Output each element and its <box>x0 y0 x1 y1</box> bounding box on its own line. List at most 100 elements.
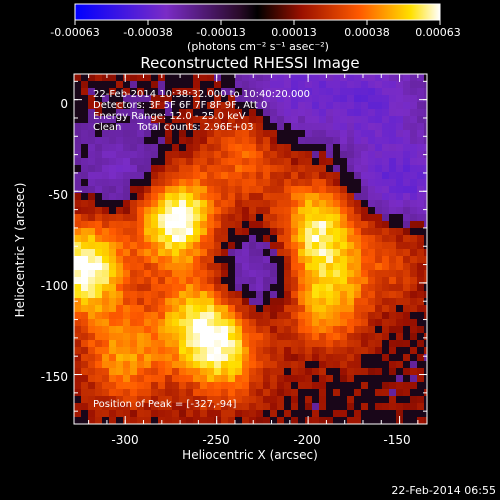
heatmap-cell <box>375 214 383 222</box>
heatmap-cell <box>368 354 376 362</box>
heatmap-cell <box>242 263 250 271</box>
heatmap-cell <box>256 298 264 306</box>
heatmap-cell <box>74 130 82 138</box>
heatmap-cell <box>382 242 390 250</box>
heatmap-cell <box>410 81 418 89</box>
heatmap-cell <box>277 144 285 152</box>
heatmap-cell <box>417 284 425 292</box>
heatmap-cell <box>263 88 271 96</box>
heatmap-cell <box>333 228 341 236</box>
heatmap-cell <box>116 347 124 355</box>
heatmap-cell <box>109 326 117 334</box>
heatmap-cell <box>193 102 201 110</box>
heatmap-cell <box>165 95 173 103</box>
heatmap-cell <box>410 123 418 131</box>
heatmap-cell <box>88 403 96 411</box>
heatmap-cell <box>74 319 82 327</box>
heatmap-cell <box>179 333 187 341</box>
heatmap-cell <box>179 256 187 264</box>
heatmap-cell <box>137 200 145 208</box>
heatmap-cell <box>235 361 243 369</box>
y-axis-label: Heliocentric Y (arcsec) <box>13 183 27 318</box>
heatmap-cell <box>291 417 299 425</box>
heatmap-cell <box>179 368 187 376</box>
heatmap-cell <box>81 340 89 348</box>
heatmap-cell <box>263 144 271 152</box>
heatmap-cell <box>284 179 292 187</box>
heatmap-cell <box>172 186 180 194</box>
heatmap-cell <box>319 277 327 285</box>
heatmap-cell <box>151 319 159 327</box>
heatmap-cell <box>291 396 299 404</box>
heatmap-cell <box>263 417 271 425</box>
heatmap-cell <box>123 263 131 271</box>
heatmap-cell <box>256 109 264 117</box>
heatmap-cell <box>242 417 250 425</box>
heatmap-cell <box>312 382 320 390</box>
heatmap-cell <box>214 410 222 418</box>
heatmap-cell <box>193 179 201 187</box>
heatmap-cell <box>221 298 229 306</box>
heatmap-cell <box>130 277 138 285</box>
heatmap-cell <box>207 312 215 320</box>
heatmap-cell <box>235 137 243 145</box>
heatmap-cell <box>417 256 425 264</box>
heatmap-cell <box>179 277 187 285</box>
heatmap-cell <box>326 186 334 194</box>
heatmap-cell <box>130 242 138 250</box>
heatmap-cell <box>186 417 194 425</box>
heatmap-cell <box>109 368 117 376</box>
heatmap-cell <box>270 193 278 201</box>
heatmap-cell <box>389 179 397 187</box>
heatmap-cell <box>207 81 215 89</box>
heatmap-cell <box>74 95 82 103</box>
heatmap-cell <box>389 256 397 264</box>
heatmap-cell <box>95 235 103 243</box>
heatmap-cell <box>123 319 131 327</box>
heatmap-cell <box>81 333 89 341</box>
heatmap-cell <box>235 102 243 110</box>
heatmap-cell <box>249 333 257 341</box>
heatmap-cell <box>333 375 341 383</box>
heatmap-cell <box>151 144 159 152</box>
heatmap-cell <box>186 242 194 250</box>
heatmap-cell <box>165 256 173 264</box>
heatmap-cell <box>235 116 243 124</box>
heatmap-cell <box>172 403 180 411</box>
heatmap-cell <box>270 200 278 208</box>
heatmap-cell <box>242 312 250 320</box>
heatmap-cell <box>172 193 180 201</box>
heatmap-cell <box>242 389 250 397</box>
heatmap-cell <box>347 200 355 208</box>
heatmap-cell <box>116 235 124 243</box>
heatmap-cell <box>179 95 187 103</box>
heatmap-cell <box>95 410 103 418</box>
heatmap-cell <box>74 340 82 348</box>
heatmap-cell <box>277 396 285 404</box>
heatmap-cell <box>179 116 187 124</box>
heatmap-cell <box>186 137 194 145</box>
heatmap-cell <box>424 277 428 285</box>
heatmap-cell <box>200 151 208 159</box>
heatmap-cell <box>256 305 264 313</box>
heatmap-cell <box>81 158 89 166</box>
heatmap-cell <box>389 410 397 418</box>
heatmap-cell <box>389 200 397 208</box>
heatmap-cell <box>424 305 428 313</box>
heatmap-cell <box>396 277 404 285</box>
heatmap-cell <box>123 354 131 362</box>
heatmap-cell <box>130 228 138 236</box>
heatmap-cell <box>207 137 215 145</box>
heatmap-cell <box>354 340 362 348</box>
heatmap-cell <box>305 396 313 404</box>
heatmap-cell <box>81 319 89 327</box>
heatmap-cell <box>326 312 334 320</box>
heatmap-cell <box>242 74 250 82</box>
heatmap-cell <box>88 417 96 425</box>
heatmap-cell <box>424 109 428 117</box>
heatmap-cell <box>326 123 334 131</box>
heatmap-cell <box>410 158 418 166</box>
heatmap-cell <box>389 158 397 166</box>
heatmap-cell <box>305 403 313 411</box>
heatmap-cell <box>410 88 418 96</box>
